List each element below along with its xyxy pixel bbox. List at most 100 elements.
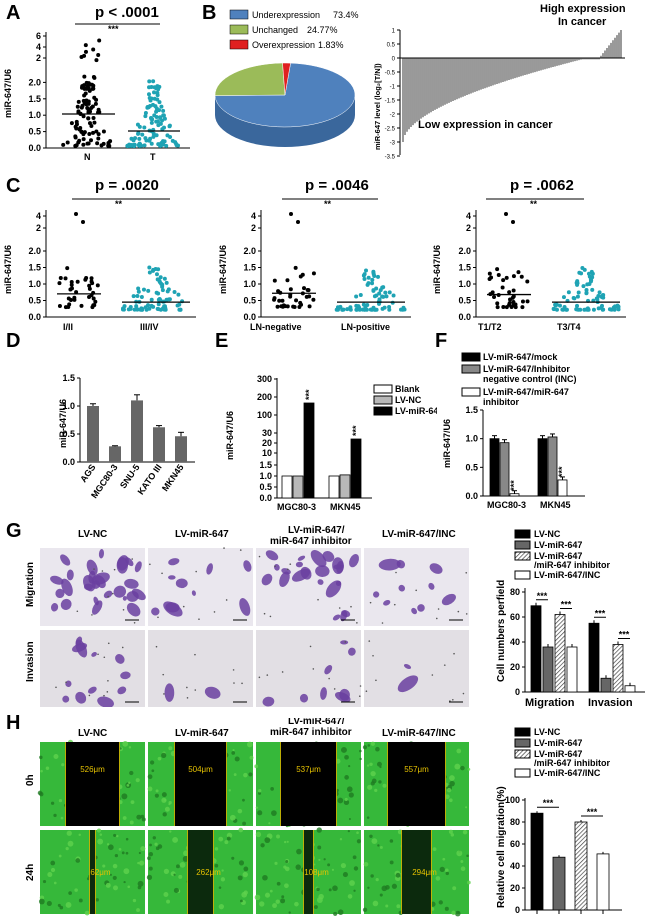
h-texture — [316, 827, 322, 833]
g-col-3: LV-miR-647/ — [288, 525, 345, 536]
g-pore — [225, 599, 228, 601]
g-bar — [542, 646, 554, 693]
h-texture — [466, 880, 471, 885]
c-dot-1 — [272, 297, 277, 302]
h-texture — [340, 862, 347, 869]
f-bars: *** *** — [489, 433, 568, 497]
c-ytick-label: 4 — [466, 211, 471, 221]
h-texture — [84, 910, 90, 916]
g-pore — [186, 697, 189, 699]
g-pore — [88, 694, 91, 697]
g-tile — [40, 548, 146, 626]
e-ytick-label: 100 — [257, 410, 272, 420]
c-dot-2 — [380, 306, 385, 311]
g-cell — [66, 569, 74, 581]
h-texture — [121, 851, 125, 855]
h-texture — [258, 789, 262, 793]
h-texture — [460, 866, 466, 872]
a-ytick-label: 0.5 — [28, 127, 41, 137]
c-dot-2 — [120, 307, 125, 312]
h-texture — [254, 894, 261, 901]
f-bar — [537, 438, 548, 497]
c-dot-1 — [496, 273, 501, 278]
c-dot-1 — [81, 220, 85, 224]
a-dot-t — [140, 132, 145, 137]
h-ytick-label: 20 — [510, 883, 520, 893]
h-texture — [348, 818, 351, 821]
h-yticks: 0 20 40 60 80 100 — [505, 795, 525, 915]
h-texture — [66, 830, 72, 836]
h-texture — [264, 892, 271, 898]
c0-pvalue: p = .0020 — [95, 177, 159, 194]
c-dot-1 — [74, 290, 79, 295]
g-pore — [266, 674, 269, 676]
h-width-label: 537μm — [296, 765, 321, 774]
g-xlabel-1: Migration — [525, 697, 575, 709]
h-texture — [118, 847, 122, 851]
h-texture — [465, 806, 468, 809]
c-dot-2 — [588, 277, 593, 282]
c-ytick-label: 0.5 — [458, 296, 471, 306]
h-texture — [155, 846, 160, 851]
g-pore — [198, 618, 200, 620]
a-dot-n — [95, 141, 100, 146]
c-dot-1 — [507, 302, 512, 307]
c-dot-2 — [377, 297, 382, 302]
c-dot-2 — [136, 289, 141, 294]
c-dot-2 — [354, 294, 359, 299]
c2-sig: ** — [530, 199, 538, 209]
c-dot-2 — [354, 303, 359, 308]
h-texture — [460, 765, 465, 771]
a-dot-n — [96, 136, 101, 141]
h-texture — [438, 900, 443, 905]
h-texture — [389, 860, 394, 865]
h-texture — [284, 840, 287, 844]
h-texture — [141, 817, 146, 822]
f-bar — [489, 438, 500, 497]
c-dot-1 — [525, 279, 530, 284]
h-width-label: 262μm — [196, 868, 221, 877]
c-dot-2 — [376, 274, 381, 279]
h-texture — [218, 903, 225, 910]
g-cell — [91, 652, 97, 657]
a-dot-t — [148, 98, 153, 103]
g-pore — [359, 685, 362, 687]
c-dot-2 — [591, 307, 596, 312]
g-sig: *** — [619, 630, 630, 640]
h-texture — [113, 885, 119, 891]
g-cell — [332, 614, 341, 621]
h-row-24h: 24h — [25, 864, 36, 881]
h-texture — [140, 846, 146, 852]
c-dot-2 — [162, 307, 167, 312]
a-dot-t — [156, 123, 161, 128]
h-texture — [276, 881, 281, 886]
c-dot-2 — [157, 280, 162, 285]
g-cell — [261, 573, 273, 586]
g-pore — [449, 700, 451, 702]
g-bar — [600, 677, 612, 693]
h-texture — [116, 834, 119, 838]
a-dot-n — [83, 49, 88, 54]
g-pore — [443, 664, 446, 666]
g-pore — [462, 692, 465, 695]
a-dot-t — [146, 105, 151, 110]
a-dot-n — [73, 124, 78, 129]
g-sig: *** — [561, 600, 572, 610]
g-tiles — [40, 547, 469, 707]
c-dot-2 — [387, 290, 392, 295]
h-texture — [280, 898, 286, 904]
a-dot-t — [137, 136, 142, 141]
h-texture — [269, 889, 273, 893]
panel-g-micrographs: LV-NC LV-miR-647 LV-miR-647/ miR-647 inh… — [25, 525, 469, 707]
g-pore — [239, 549, 242, 551]
h-texture — [446, 787, 452, 793]
g-sig: *** — [537, 591, 548, 601]
h-legend-inc: LV-miR-647/INC — [534, 768, 601, 778]
h-texture — [151, 769, 155, 773]
panel-b-pie: Underexpression 73.4% Unchanged 24.77% O… — [214, 9, 359, 147]
g-pore — [232, 669, 235, 671]
c-dot-1 — [67, 302, 72, 307]
wf-ytick-label: -0.5 — [385, 71, 396, 77]
g-cell — [295, 561, 303, 568]
c2-pvalue: p = .0062 — [510, 177, 574, 194]
